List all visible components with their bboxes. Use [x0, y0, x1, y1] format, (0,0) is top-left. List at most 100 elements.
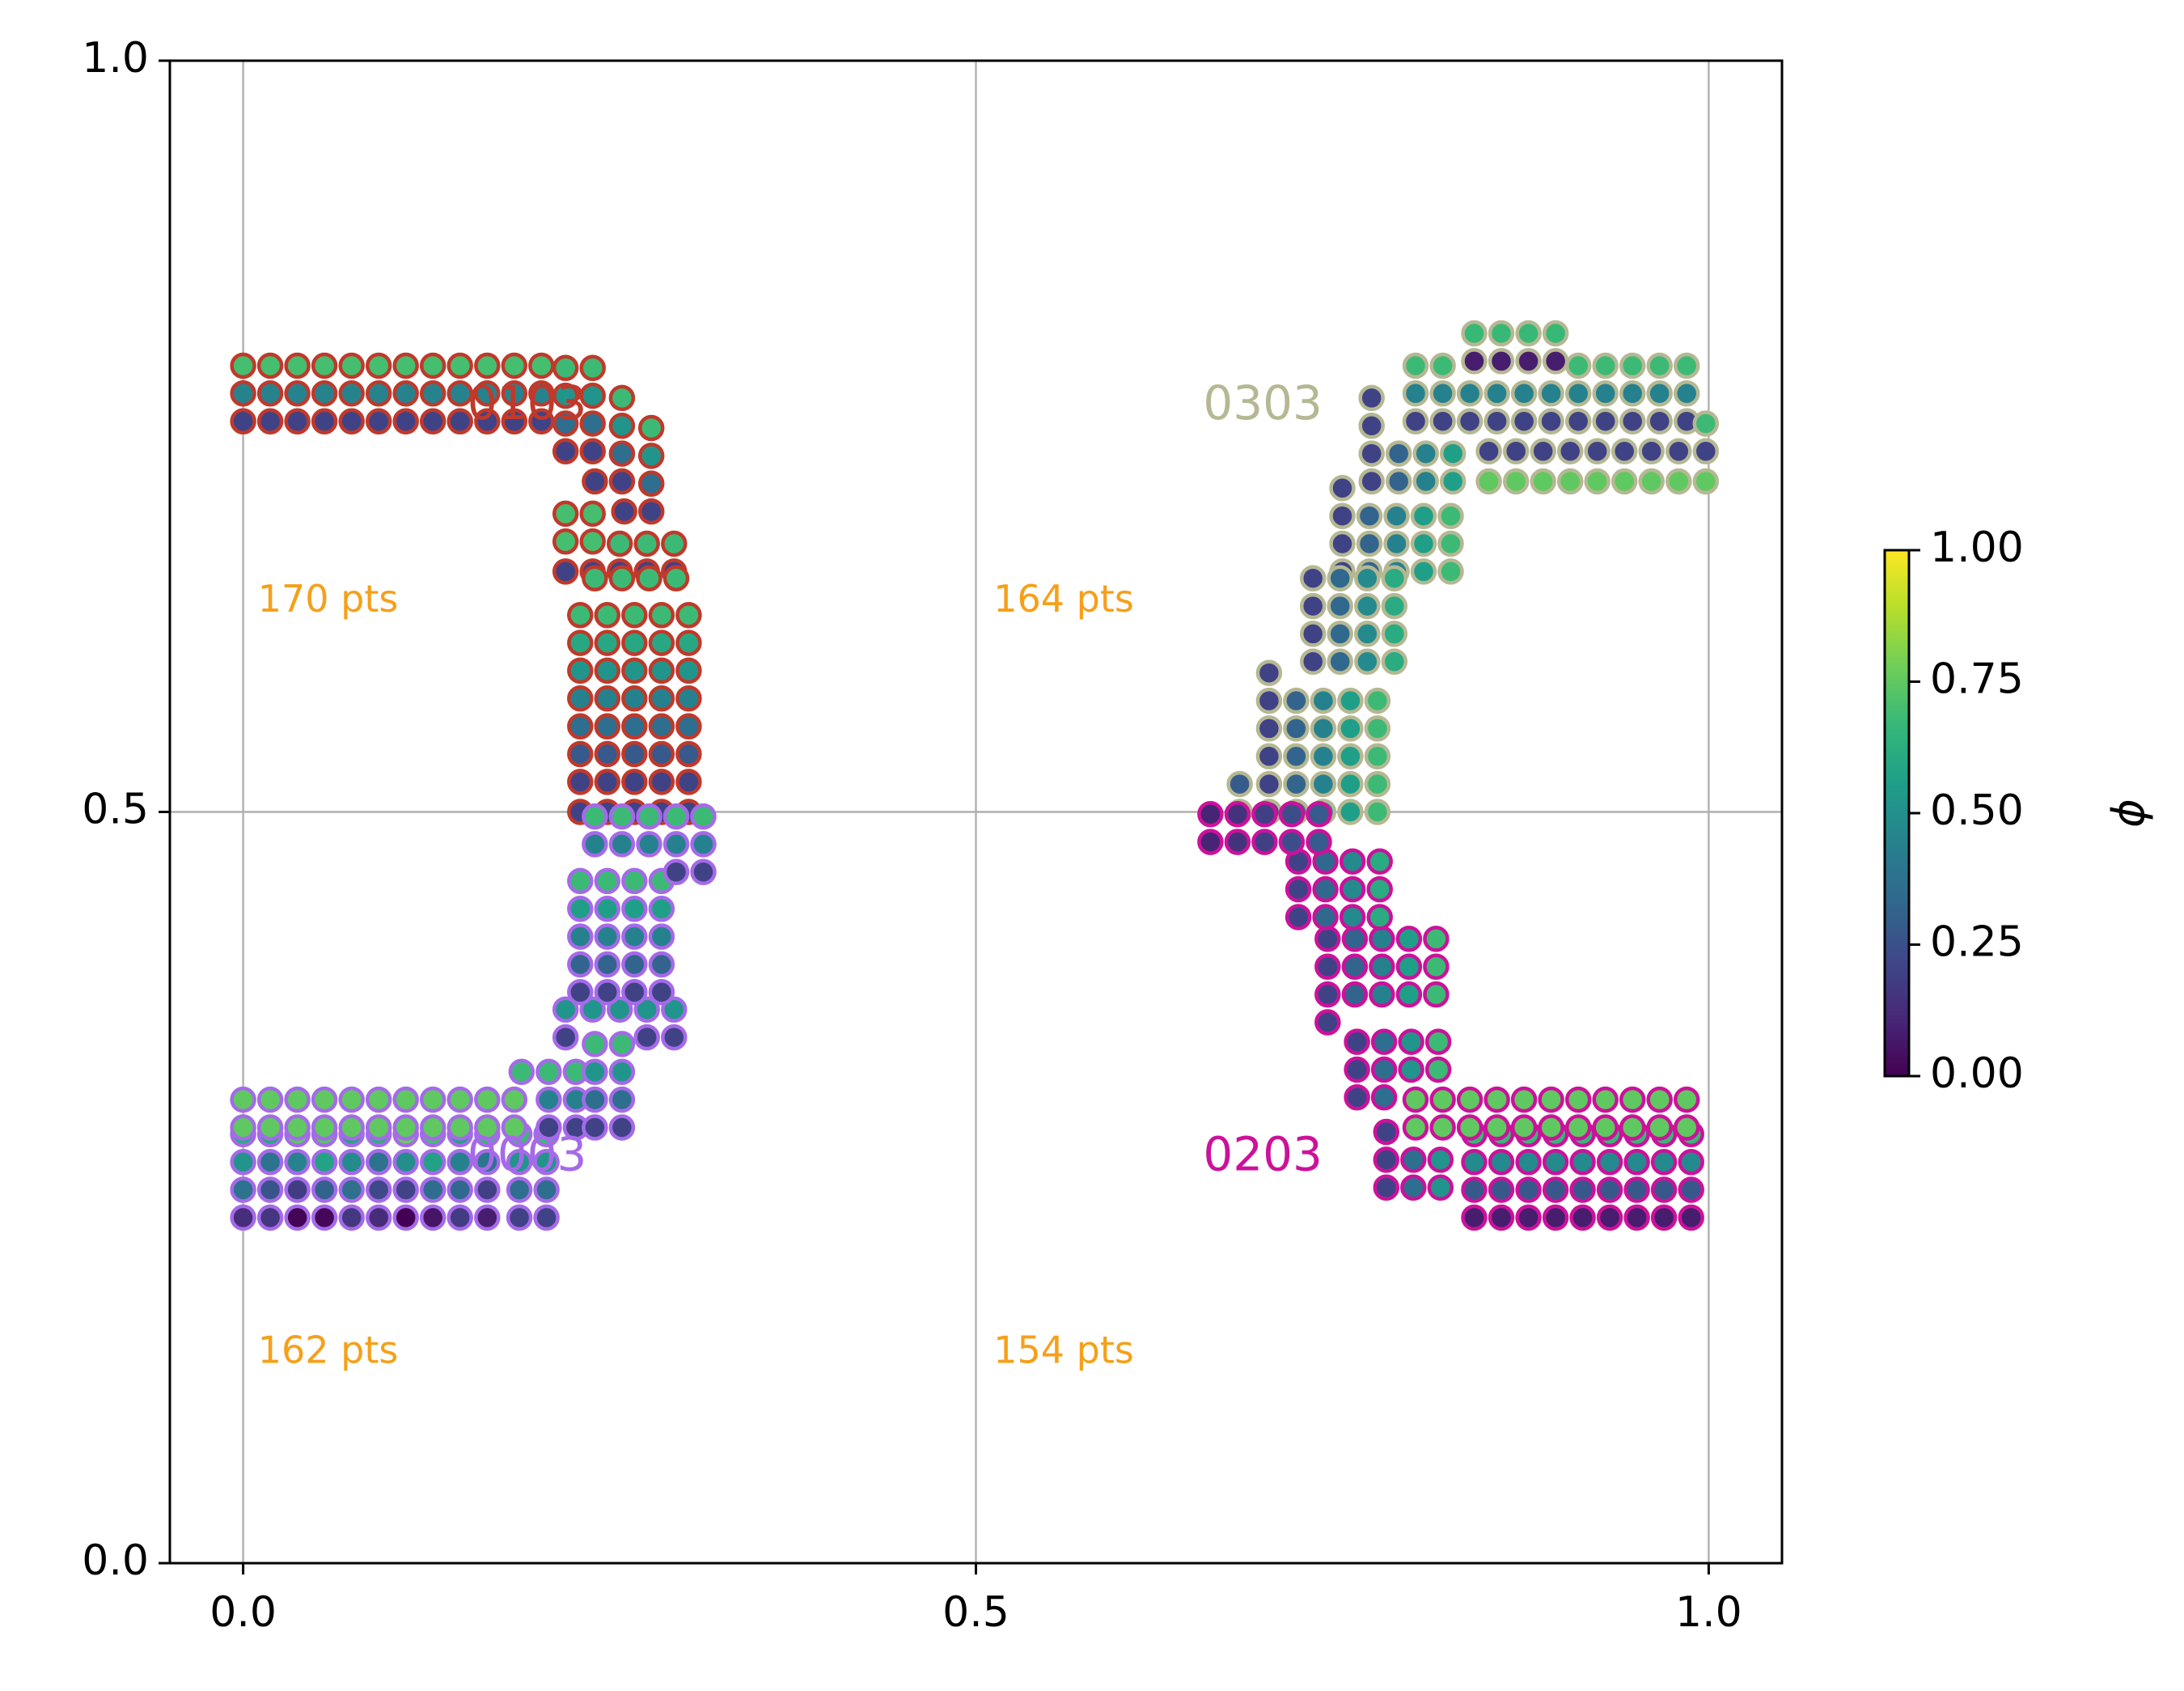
data-point — [1329, 502, 1356, 529]
data-point — [1312, 904, 1339, 930]
series-labels: 0103 170 pts 0003 162 pts 0303 164 pts 0203 154… — [258, 375, 1323, 1371]
data-point — [636, 565, 662, 591]
data-point — [1197, 801, 1224, 828]
data-point — [1530, 438, 1556, 465]
data-point — [1310, 743, 1337, 770]
data-point — [230, 1204, 256, 1231]
data-point — [567, 979, 594, 1006]
data-point — [1344, 1084, 1370, 1111]
data-point — [1255, 743, 1283, 770]
data-point — [392, 380, 419, 407]
data-point — [1515, 348, 1542, 375]
data-point — [311, 1176, 338, 1203]
data-point — [1306, 801, 1332, 828]
y-tick-label-2: 1.0 — [82, 34, 149, 83]
series-0103 — [230, 352, 702, 825]
data-point — [594, 713, 621, 740]
x-tick-label-2: 1.0 — [1675, 1588, 1742, 1637]
data-point — [1678, 1176, 1704, 1203]
data-point — [419, 408, 447, 434]
data-point — [1339, 904, 1366, 930]
data-point — [621, 867, 648, 895]
data-point — [552, 354, 579, 382]
data-point — [567, 685, 594, 712]
data-point — [594, 896, 621, 922]
data-point — [579, 528, 606, 555]
data-point — [1564, 352, 1592, 379]
data-point — [1488, 348, 1515, 375]
data-point — [1395, 981, 1423, 1008]
data-point — [1369, 981, 1395, 1008]
series-label-0203: 0203 — [1203, 1127, 1323, 1182]
data-point — [1385, 468, 1412, 495]
data-point — [636, 831, 662, 858]
x-tick-label-1: 0.5 — [942, 1588, 1009, 1637]
data-point — [506, 1148, 533, 1176]
data-point — [633, 996, 660, 1023]
data-point — [1592, 352, 1619, 379]
data-point — [1373, 1118, 1400, 1146]
data-point — [1285, 875, 1312, 903]
data-point — [1329, 475, 1356, 502]
data-point — [662, 858, 690, 886]
data-point — [1337, 715, 1364, 742]
data-point — [1542, 1148, 1569, 1176]
data-point — [506, 1204, 533, 1231]
data-point — [365, 1114, 392, 1141]
y-tick-label-1: 0.5 — [82, 786, 149, 834]
data-point — [1538, 408, 1564, 434]
data-point — [230, 380, 256, 407]
data-point — [1515, 1204, 1542, 1231]
data-point — [594, 685, 621, 712]
data-point — [608, 413, 636, 439]
data-point — [582, 803, 608, 830]
data-point — [284, 408, 311, 434]
data-point — [1283, 687, 1310, 714]
data-point — [606, 996, 633, 1023]
data-point — [1461, 1148, 1488, 1176]
data-point — [1354, 648, 1381, 676]
data-point — [1314, 981, 1341, 1008]
data-point — [311, 352, 338, 379]
data-point — [1596, 1176, 1623, 1203]
data-point — [392, 1086, 419, 1113]
data-point — [582, 468, 608, 495]
data-point — [1510, 1114, 1538, 1141]
data-point — [675, 769, 702, 795]
data-point — [1556, 468, 1584, 495]
data-point — [392, 1114, 419, 1141]
data-point — [1402, 408, 1429, 434]
data-point — [1224, 829, 1251, 855]
data-point — [1564, 380, 1592, 407]
series-0003 — [230, 803, 717, 1231]
data-point — [1395, 953, 1423, 981]
data-point — [1538, 380, 1564, 407]
data-point — [582, 1114, 608, 1141]
data-point — [284, 1176, 311, 1203]
data-point — [594, 951, 621, 978]
data-point — [552, 410, 579, 437]
data-point — [419, 1086, 447, 1113]
data-point — [1402, 380, 1429, 407]
data-point — [1400, 1146, 1427, 1173]
data-point — [474, 1086, 501, 1113]
data-point — [1310, 715, 1337, 742]
data-point — [1327, 565, 1353, 591]
data-point — [256, 352, 284, 379]
colorbar-tick-label-1: 0.25 — [1930, 918, 2024, 967]
data-point — [608, 831, 636, 858]
data-point — [579, 996, 606, 1023]
data-point — [648, 896, 675, 922]
data-point — [528, 352, 555, 379]
data-point — [1339, 875, 1366, 903]
data-point — [1484, 1086, 1510, 1113]
data-point — [648, 769, 675, 795]
data-point — [1373, 1146, 1400, 1173]
data-point — [230, 352, 256, 379]
data-point — [284, 1086, 311, 1113]
data-point — [419, 1114, 447, 1141]
data-point — [594, 629, 621, 656]
data-point — [338, 1148, 365, 1176]
data-point — [1424, 1028, 1452, 1055]
data-point — [1538, 1114, 1564, 1141]
